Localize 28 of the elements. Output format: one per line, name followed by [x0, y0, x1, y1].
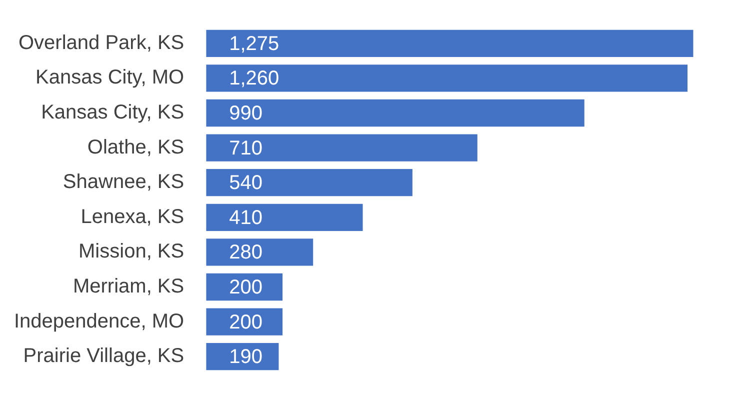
y-tick-label: Kansas City, MO: [36, 66, 184, 89]
data-label: 710: [229, 137, 262, 160]
bar: [206, 169, 412, 196]
bar: [206, 238, 314, 266]
y-tick-label: Lenexa, KS: [80, 206, 184, 228]
data-label: 200: [229, 276, 262, 299]
data-label: 280: [229, 242, 262, 264]
data-label: 540: [229, 172, 262, 194]
bar: [206, 308, 283, 336]
data-label: 200: [229, 311, 262, 334]
bar: [206, 204, 363, 231]
y-tick-label: Overland Park, KS: [18, 32, 184, 54]
y-tick-label: Kansas City, KS: [41, 102, 184, 124]
y-tick-label: Prairie Village, KS: [23, 345, 184, 368]
bar: [206, 134, 478, 162]
y-tick-label: Merriam, KS: [72, 276, 184, 298]
data-label: 990: [229, 102, 262, 125]
y-tick-label: Olathe, KS: [87, 136, 184, 158]
bar: [206, 30, 694, 57]
y-tick-label: Shawnee, KS: [62, 171, 184, 194]
data-label: 1,260: [229, 68, 280, 90]
data-label: 410: [229, 206, 262, 229]
data-label: 1,275: [229, 32, 280, 55]
data-label: 190: [229, 346, 262, 368]
y-tick-label: Mission, KS: [78, 240, 184, 263]
y-tick-label: Independence, MO: [14, 310, 184, 332]
bar: [206, 64, 688, 92]
bar: [206, 99, 584, 127]
